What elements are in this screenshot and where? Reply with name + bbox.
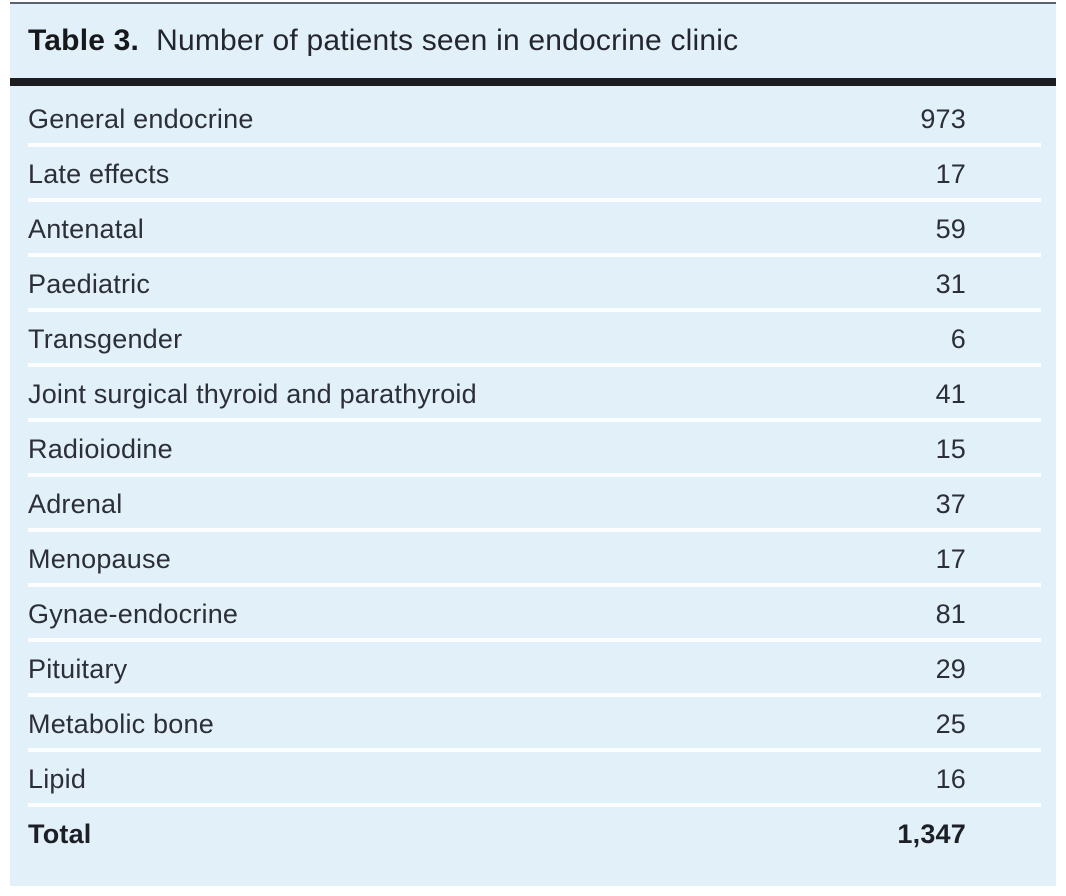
table-row: Pituitary 29 — [10, 642, 1056, 697]
row-label: Pituitary — [28, 654, 128, 684]
row-label: Metabolic bone — [28, 709, 214, 739]
table-row: Metabolic bone 25 — [10, 697, 1056, 752]
table-row: General endocrine 973 — [10, 92, 1056, 147]
table-row: Late effects 17 — [10, 147, 1056, 202]
table-row: Menopause 17 — [10, 532, 1056, 587]
table-row: Antenatal 59 — [10, 202, 1056, 257]
table-row: Adrenal 37 — [10, 477, 1056, 532]
row-value: 16 — [935, 764, 966, 794]
table-title-text: Number of patients seen in endocrine cli… — [156, 24, 739, 57]
row-label: Radioiodine — [28, 434, 173, 464]
row-label: Total — [28, 819, 92, 849]
row-value: 17 — [935, 159, 966, 189]
row-value: 59 — [935, 214, 966, 244]
table-title: Table 3. Number of patients seen in endo… — [10, 4, 1056, 78]
table-panel: Table 3. Number of patients seen in endo… — [10, 2, 1056, 886]
row-label: Late effects — [28, 159, 170, 189]
row-value: 6 — [950, 324, 966, 354]
table-row: Paediatric 31 — [10, 257, 1056, 312]
row-label: Paediatric — [28, 269, 151, 299]
title-divider-rule — [10, 78, 1056, 86]
row-label: Menopause — [28, 544, 171, 574]
table-row: Lipid 16 — [10, 752, 1056, 807]
row-value: 25 — [935, 709, 966, 739]
row-label: Antenatal — [28, 214, 144, 244]
row-value: 973 — [920, 104, 966, 134]
row-label: Lipid — [28, 764, 87, 794]
row-value: 1,347 — [897, 819, 966, 849]
row-label: Adrenal — [28, 489, 123, 519]
table-total-row: Total 1,347 — [10, 807, 1056, 862]
table-row: Transgender 6 — [10, 312, 1056, 367]
row-value: 17 — [935, 544, 966, 574]
row-label: Transgender — [28, 324, 183, 354]
row-value: 29 — [935, 654, 966, 684]
row-label: Gynae-endocrine — [28, 599, 239, 629]
row-label: Joint surgical thyroid and parathyroid — [28, 379, 477, 409]
table-row: Radioiodine 15 — [10, 422, 1056, 477]
row-value: 81 — [935, 599, 966, 629]
row-label: General endocrine — [28, 104, 254, 134]
row-value: 31 — [935, 269, 966, 299]
row-value: 37 — [935, 489, 966, 519]
table-row: Joint surgical thyroid and parathyroid 4… — [10, 367, 1056, 422]
table-title-number: Table 3. — [28, 24, 140, 57]
table-body: General endocrine 973 Late effects 17 An… — [10, 86, 1056, 862]
row-value: 41 — [935, 379, 966, 409]
row-value: 15 — [935, 434, 966, 464]
table-row: Gynae-endocrine 81 — [10, 587, 1056, 642]
